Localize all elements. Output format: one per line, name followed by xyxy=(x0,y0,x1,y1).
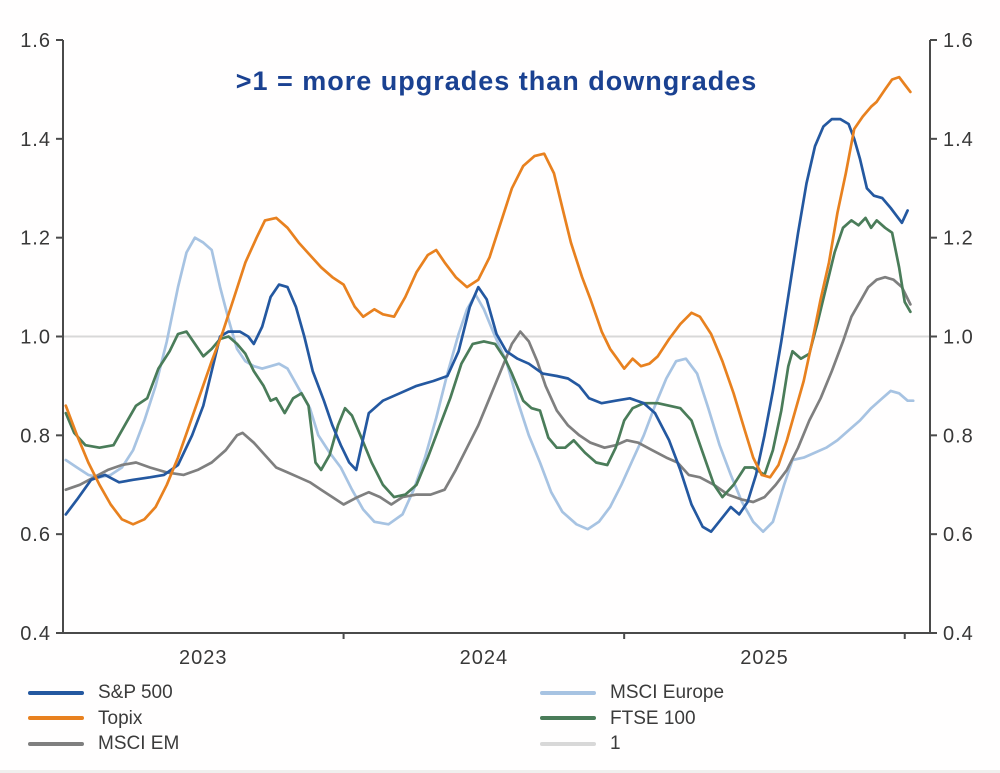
legend-label-msci-em: MSCI EM xyxy=(98,733,180,755)
svg-text:2023: 2023 xyxy=(179,647,228,669)
svg-text:1.2: 1.2 xyxy=(20,228,51,250)
svg-text:1.0: 1.0 xyxy=(20,327,51,349)
bottom-divider xyxy=(0,770,1000,773)
svg-text:0.4: 0.4 xyxy=(943,623,974,645)
legend-label-topix: Topix xyxy=(98,707,143,729)
revisions-line-chart: 0.4 0.4 0.6 0.6 0.8 0.8 1.0 1.0 1.2 1.2 1.4 1.4 1.6 1… xyxy=(20,30,974,669)
legend-label-sp500: S&P 500 xyxy=(98,682,173,704)
legend-item-ftse100: FTSE 100 xyxy=(540,709,724,728)
svg-text:1.6: 1.6 xyxy=(20,30,51,52)
chart-annotation: >1 = more upgrades than downgrades xyxy=(235,66,758,96)
legend-item-sp500: S&P 500 xyxy=(28,683,540,702)
svg-text:0.6: 0.6 xyxy=(943,524,974,546)
legend-label-ftse100: FTSE 100 xyxy=(610,707,696,729)
legend-swatch-topix-icon xyxy=(28,716,84,721)
legend-swatch-reference-one-icon xyxy=(540,741,596,746)
svg-text:2024: 2024 xyxy=(460,647,509,669)
svg-text:1.0: 1.0 xyxy=(943,327,974,349)
legend-item-msci-europe: MSCI Europe xyxy=(540,683,724,702)
legend-swatch-sp500-icon xyxy=(28,690,84,695)
svg-text:0.4: 0.4 xyxy=(20,623,51,645)
legend-item-msci-em: MSCI EM xyxy=(28,734,540,753)
svg-text:0.6: 0.6 xyxy=(20,524,51,546)
svg-text:0.8: 0.8 xyxy=(20,425,51,447)
svg-text:2025: 2025 xyxy=(740,647,789,669)
legend-swatch-msci-em-icon xyxy=(28,741,84,746)
svg-text:1.4: 1.4 xyxy=(943,129,974,151)
svg-text:0.8: 0.8 xyxy=(943,425,974,447)
chart-legend: S&P 500 Topix MSCI EM MSCI Europe FTSE 1… xyxy=(28,680,724,757)
legend-label-msci-europe: MSCI Europe xyxy=(610,682,725,704)
legend-item-topix: Topix xyxy=(28,709,540,728)
svg-text:1.4: 1.4 xyxy=(20,129,51,151)
svg-text:1.6: 1.6 xyxy=(943,30,974,52)
legend-item-reference-one: 1 xyxy=(540,734,724,753)
legend-swatch-msci-europe-icon xyxy=(540,690,596,695)
legend-swatch-ftse100-icon xyxy=(540,716,596,721)
svg-text:1.2: 1.2 xyxy=(943,228,974,250)
legend-label-reference-one: 1 xyxy=(610,733,621,755)
